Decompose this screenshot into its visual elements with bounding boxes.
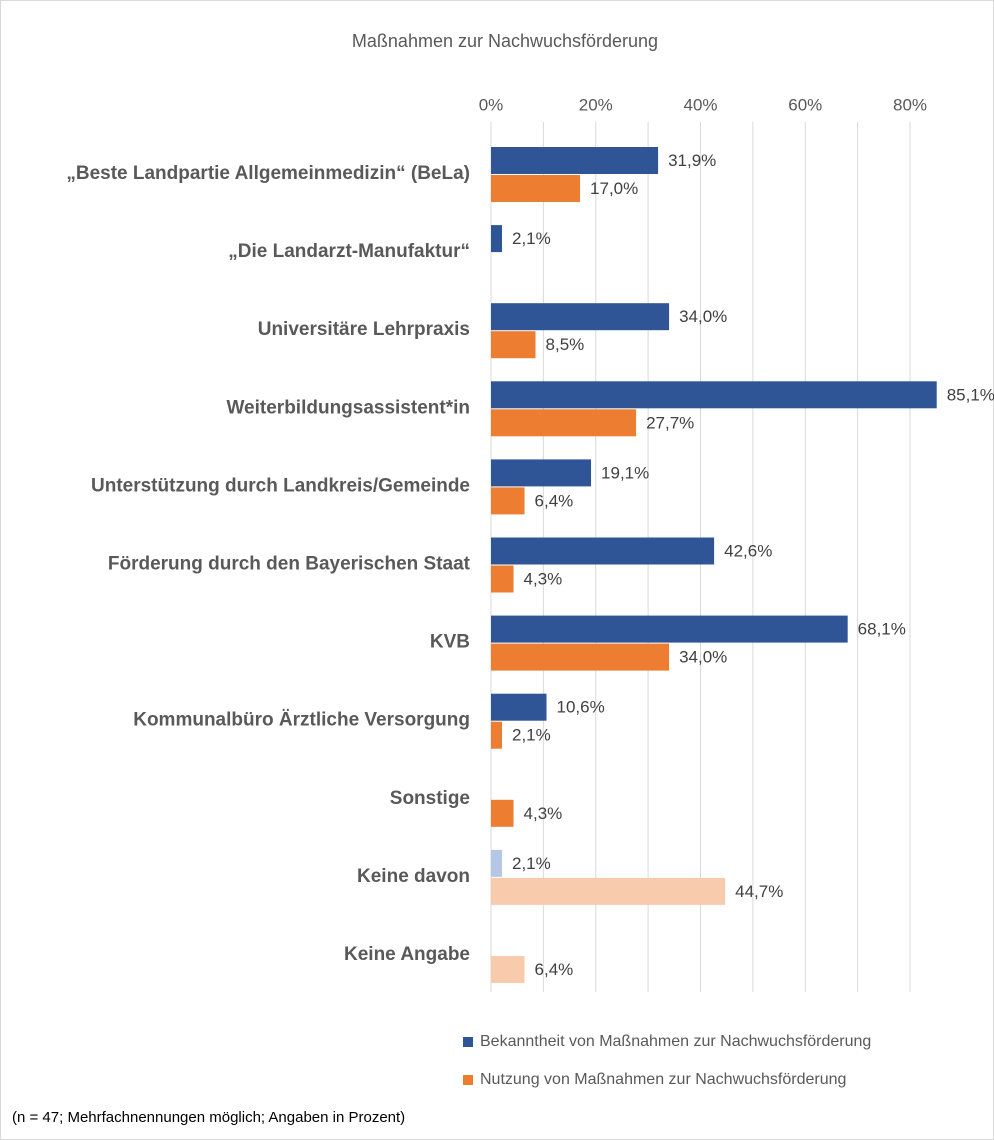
x-tick-label: 0% bbox=[479, 95, 504, 114]
bar bbox=[491, 693, 547, 721]
bar bbox=[491, 381, 937, 409]
bar bbox=[491, 956, 525, 983]
bar bbox=[491, 643, 670, 671]
value-label: 6,4% bbox=[535, 491, 574, 510]
bar bbox=[491, 459, 592, 487]
bar bbox=[491, 225, 502, 253]
bar bbox=[491, 537, 715, 565]
value-label: 68,1% bbox=[858, 620, 906, 639]
chart-title: Maßnahmen zur Nachwuchsförderung bbox=[352, 31, 658, 51]
legend-swatch bbox=[463, 1037, 473, 1047]
x-tick-label: 20% bbox=[579, 95, 613, 114]
x-tick-label: 80% bbox=[893, 95, 927, 114]
category-label: Keine Angabe bbox=[344, 944, 470, 965]
bar bbox=[491, 615, 848, 643]
category-label: Kommunalbüro Ärztliche Versorgung bbox=[133, 710, 470, 731]
value-label: 34,0% bbox=[679, 648, 727, 667]
x-tick-label: 40% bbox=[683, 95, 717, 114]
category-label: „Beste Landpartie Allgemeinmedizin“ (BeL… bbox=[66, 163, 470, 184]
bar bbox=[491, 303, 670, 331]
bar bbox=[491, 799, 514, 827]
category-label: Universitäre Lehrpraxis bbox=[258, 319, 470, 340]
bar bbox=[491, 721, 502, 749]
category-label: Keine davon bbox=[357, 866, 470, 887]
value-label: 27,7% bbox=[646, 413, 694, 432]
category-label: „Die Landarzt-Manufaktur“ bbox=[228, 241, 470, 262]
category-label: Weiterbildungsassistent*in bbox=[226, 397, 470, 418]
value-label: 19,1% bbox=[601, 463, 649, 482]
footnote: (n = 47; Mehrfachnennungen möglich; Anga… bbox=[12, 1109, 405, 1126]
bar bbox=[491, 565, 514, 593]
legend-label: Nutzung von Maßnahmen zur Nachwuchsförde… bbox=[480, 1071, 846, 1088]
value-label: 4,3% bbox=[524, 569, 563, 588]
bar bbox=[491, 877, 726, 905]
value-label: 44,7% bbox=[735, 882, 783, 901]
value-label: 31,9% bbox=[668, 151, 716, 170]
value-label: 8,5% bbox=[546, 335, 585, 354]
legend-label: Bekanntheit von Maßnahmen zur Nachwuchsf… bbox=[480, 1033, 871, 1050]
bar bbox=[491, 487, 525, 515]
value-label: 2,1% bbox=[512, 726, 551, 745]
value-label: 4,3% bbox=[524, 804, 563, 823]
bar bbox=[491, 409, 637, 437]
value-label: 17,0% bbox=[590, 179, 638, 198]
value-label: 10,6% bbox=[557, 698, 605, 717]
category-label: Sonstige bbox=[390, 788, 470, 809]
bar bbox=[491, 175, 581, 202]
value-label: 2,1% bbox=[512, 229, 551, 248]
category-label: KVB bbox=[430, 632, 470, 653]
value-label: 42,6% bbox=[724, 541, 772, 560]
x-tick-label: 60% bbox=[788, 95, 822, 114]
value-label: 34,0% bbox=[679, 307, 727, 326]
bar bbox=[491, 147, 659, 174]
bar bbox=[491, 849, 502, 877]
category-label: Unterstützung durch Landkreis/Gemeinde bbox=[91, 475, 470, 496]
value-label: 2,1% bbox=[512, 854, 551, 873]
value-label: 85,1% bbox=[947, 385, 994, 404]
value-label: 6,4% bbox=[535, 960, 574, 979]
category-label: Förderung durch den Bayerischen Staat bbox=[108, 554, 471, 575]
legend-swatch bbox=[463, 1075, 473, 1085]
bar bbox=[491, 331, 536, 359]
